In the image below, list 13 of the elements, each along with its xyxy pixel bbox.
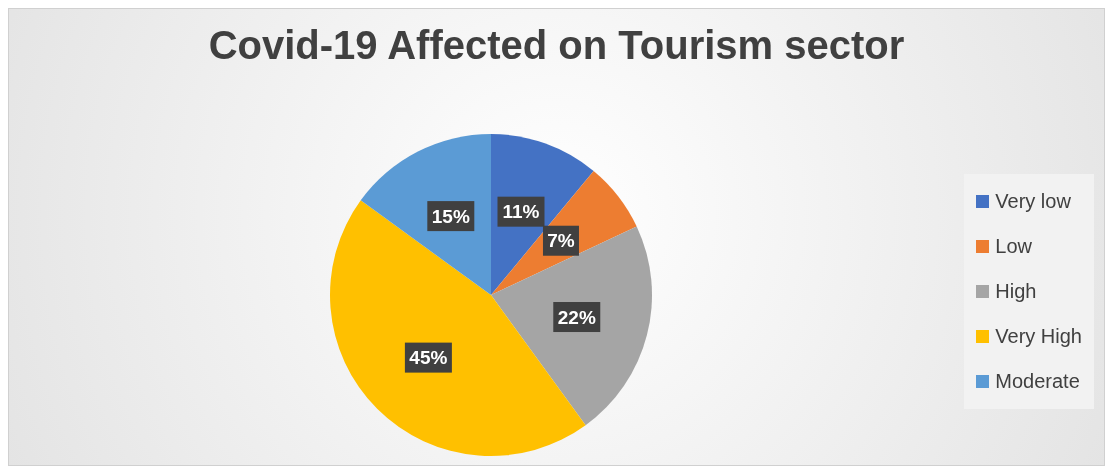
legend-label: Moderate [995,369,1080,394]
pie-slice [491,226,652,426]
data-label: 7% [547,230,575,252]
data-label: 11% [502,201,540,223]
legend-label: Very low [995,189,1071,214]
legend-label: High [995,279,1037,304]
data-label: 45% [409,347,448,369]
data-label: 15% [431,205,470,227]
legend-label: Low [995,234,1032,259]
chart-title: Covid-19 Affected on Tourism sector [207,23,906,68]
data-label: 22% [557,306,596,328]
pie-slice [360,134,491,295]
legend-label: Very High [995,324,1082,349]
